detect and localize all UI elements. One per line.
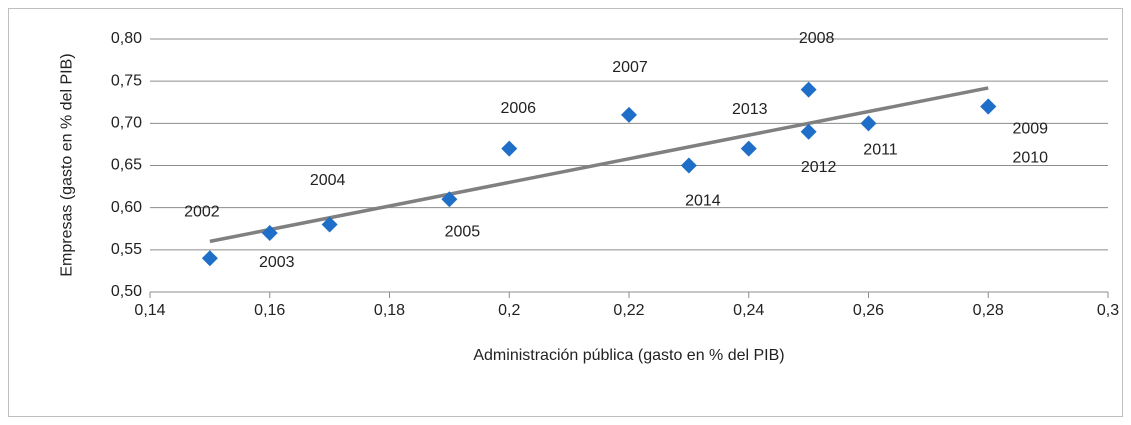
point-label: 2009 [1012, 121, 1048, 138]
point-label: 2005 [445, 223, 481, 240]
y-tick-label: 0,65 [111, 157, 142, 174]
y-tick-label: 0,55 [111, 241, 142, 258]
data-point [740, 140, 757, 157]
x-tick-label: 0,16 [254, 302, 285, 319]
data-point [201, 250, 218, 267]
data-point [441, 191, 458, 208]
x-axis-label: Administración pública (gasto en % del P… [473, 347, 784, 364]
x-tick-label: 0,18 [374, 302, 405, 319]
x-tick-label: 0,28 [973, 302, 1004, 319]
y-tick-label: 0,80 [111, 30, 142, 47]
point-label: 2003 [259, 254, 295, 271]
point-label: 2004 [310, 172, 346, 189]
x-tick-label: 0,2 [498, 302, 520, 319]
x-tick-label: 0,26 [853, 302, 884, 319]
point-label: 2006 [500, 100, 536, 117]
x-tick-label: 0,22 [613, 302, 644, 319]
data-point [261, 224, 278, 241]
point-label: 2007 [612, 59, 648, 76]
x-tick-label: 0,24 [733, 302, 764, 319]
y-tick-label: 0,60 [111, 199, 142, 216]
y-tick-label: 0,75 [111, 72, 142, 89]
data-point [501, 140, 518, 157]
data-point [321, 216, 338, 233]
x-tick-label: 0,3 [1097, 302, 1119, 319]
point-label: 2012 [801, 159, 837, 176]
data-point [980, 98, 997, 115]
point-label: 2008 [799, 30, 835, 47]
data-point [800, 81, 817, 98]
chart-frame [8, 8, 1123, 417]
point-label: 2002 [184, 203, 220, 220]
x-tick-label: 0,14 [134, 302, 165, 319]
y-tick-label: 0,50 [111, 283, 142, 300]
point-label: 2011 [863, 142, 898, 159]
point-label: 2013 [732, 101, 768, 118]
point-label: 2014 [685, 193, 721, 210]
point-label: 2010 [1012, 150, 1048, 167]
y-tick-label: 0,70 [111, 115, 142, 132]
y-axis-label: Empresas (gasto en % del PIB) [58, 53, 76, 277]
trendline [209, 86, 989, 244]
data-point [860, 115, 877, 132]
data-point [621, 106, 637, 123]
data-point [800, 123, 817, 140]
data-point [680, 157, 697, 174]
